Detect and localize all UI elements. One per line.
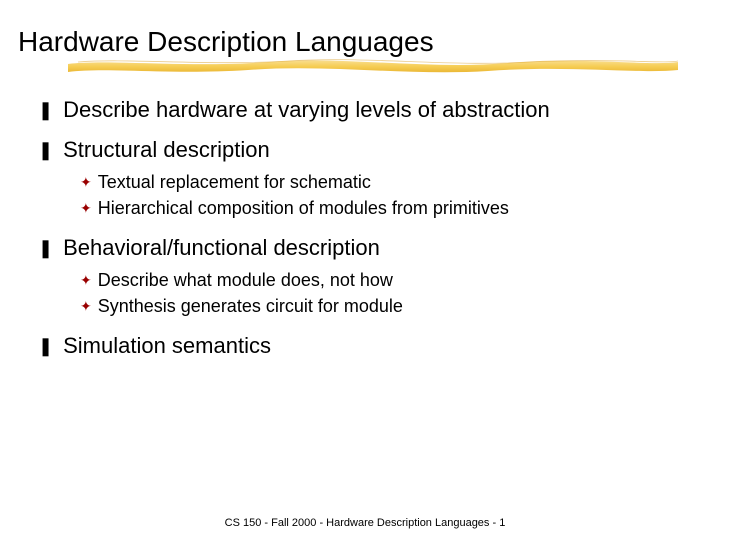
- title-wrap: Hardware Description Languages: [18, 26, 712, 58]
- sub-bullet-group: ✦ Textual replacement for schematic ✦ Hi…: [38, 170, 712, 220]
- sub-bullet-item: ✦ Textual replacement for schematic: [80, 170, 712, 194]
- bullet-text: Behavioral/functional description: [63, 234, 380, 262]
- diamond-bullet-icon: ✦: [80, 170, 92, 194]
- sub-bullet-text: Describe what module does, not how: [98, 268, 393, 292]
- bullet-text: Describe hardware at varying levels of a…: [63, 96, 550, 124]
- bullet-item: ❚ Describe hardware at varying levels of…: [38, 96, 712, 124]
- square-bullet-icon: ❚: [38, 136, 53, 164]
- bullet-item: ❚ Structural description: [38, 136, 712, 164]
- bullet-item: ❚ Simulation semantics: [38, 332, 712, 360]
- sub-bullet-item: ✦ Synthesis generates circuit for module: [80, 294, 712, 318]
- diamond-bullet-icon: ✦: [80, 268, 92, 292]
- square-bullet-icon: ❚: [38, 234, 53, 262]
- diamond-bullet-icon: ✦: [80, 196, 92, 220]
- bullet-item: ❚ Behavioral/functional description: [38, 234, 712, 262]
- content: ❚ Describe hardware at varying levels of…: [18, 96, 712, 360]
- slide-title: Hardware Description Languages: [18, 26, 712, 58]
- square-bullet-icon: ❚: [38, 96, 53, 124]
- brush-underline: [68, 56, 678, 76]
- slide: Hardware Description Languages ❚ Describ…: [0, 0, 730, 360]
- slide-footer: CS 150 - Fall 2000 - Hardware Descriptio…: [0, 517, 730, 529]
- sub-bullet-text: Hierarchical composition of modules from…: [98, 196, 509, 220]
- sub-bullet-group: ✦ Describe what module does, not how ✦ S…: [38, 268, 712, 318]
- bullet-text: Simulation semantics: [63, 332, 271, 360]
- sub-bullet-text: Textual replacement for schematic: [98, 170, 371, 194]
- sub-bullet-text: Synthesis generates circuit for module: [98, 294, 403, 318]
- sub-bullet-item: ✦ Hierarchical composition of modules fr…: [80, 196, 712, 220]
- sub-bullet-item: ✦ Describe what module does, not how: [80, 268, 712, 292]
- bullet-text: Structural description: [63, 136, 270, 164]
- diamond-bullet-icon: ✦: [80, 294, 92, 318]
- square-bullet-icon: ❚: [38, 332, 53, 360]
